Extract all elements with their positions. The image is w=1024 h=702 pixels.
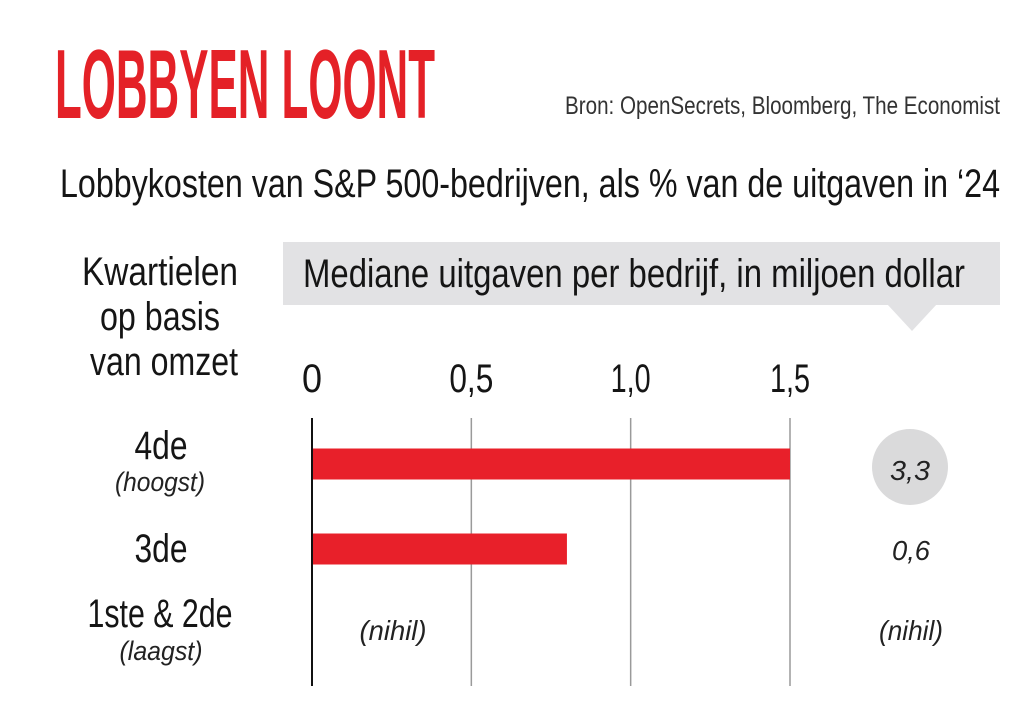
side-column-header: Mediane uitgaven per bedrijf, in miljoen… xyxy=(303,252,965,296)
source-note: Bron: OpenSecrets, Bloomberg, The Econom… xyxy=(565,92,1000,120)
side-column-header-box: Mediane uitgaven per bedrijf, in miljoen… xyxy=(283,242,1000,331)
category-header: Kwartielen op basis van omzet xyxy=(82,250,238,384)
category-label: 3de xyxy=(135,527,188,571)
x-tick-label: 0,5 xyxy=(449,357,493,401)
category-note: (hoogst) xyxy=(115,467,205,497)
highlight-circle xyxy=(872,429,948,505)
chart-subtitle: Lobbykosten van S&P 500-bedrijven, als %… xyxy=(60,162,1000,206)
x-tick-label: 1,0 xyxy=(611,357,651,401)
category-label: 1ste & 2de xyxy=(88,592,233,636)
x-tick-label: 1,5 xyxy=(770,357,810,401)
x-axis-ticks: 0 0,5 1,0 1,5 xyxy=(302,357,810,401)
chart-title: LOBBYEN LOONT xyxy=(55,29,435,139)
bar xyxy=(313,448,790,480)
category-labels: 4de (hoogst) 3de 1ste & 2de (laagst) xyxy=(88,424,233,666)
header-box-background xyxy=(283,242,1000,305)
header-box-pointer xyxy=(887,304,937,331)
bar-value-label: (nihil) xyxy=(360,615,427,646)
category-note: (laagst) xyxy=(120,636,203,666)
side-column: 3,3 0,6 (nihil) xyxy=(872,429,948,646)
category-label: 4de xyxy=(135,424,188,468)
side-column-value: 0,6 xyxy=(892,535,930,566)
bar xyxy=(313,533,567,565)
bars xyxy=(313,448,790,565)
side-column-value: (nihil) xyxy=(879,615,943,646)
x-tick-label: 0 xyxy=(302,357,322,401)
category-header-line: op basis xyxy=(100,295,220,339)
category-header-line: Kwartielen xyxy=(82,250,238,294)
side-column-value: 3,3 xyxy=(890,455,930,486)
category-header-line: van omzet xyxy=(90,340,238,384)
